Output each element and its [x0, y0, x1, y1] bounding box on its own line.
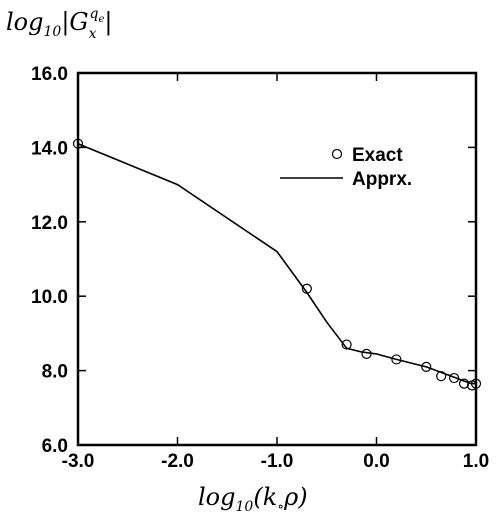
- data-point-exact: [361, 348, 372, 359]
- data-point-exact: [72, 138, 84, 149]
- y-tick-label: 8.0: [42, 362, 68, 383]
- y-tick-label: 14.0: [31, 138, 68, 159]
- legend-label-apprx: Apprx.: [352, 169, 412, 190]
- data-point-exact: [449, 372, 460, 384]
- data-point-exact: [470, 378, 482, 389]
- data-point-exact: [436, 371, 447, 382]
- x-tick-label: 1.0: [463, 451, 489, 472]
- data-point-exact: [391, 354, 402, 365]
- x-tick-label: 0.0: [363, 451, 389, 472]
- x-axis-label: log10(k∘ρ): [198, 483, 308, 515]
- plot-frame: [76, 71, 478, 447]
- legend-marker-exact: [331, 148, 343, 160]
- series-line-apprx: [77, 142, 476, 385]
- y-tick-label: 6.0: [42, 436, 68, 457]
- x-tick-label: -2.0: [161, 451, 194, 472]
- y-axis-label: log10|Gxqe|: [6, 6, 112, 42]
- legend-label-exact: Exact: [352, 145, 403, 166]
- data-point-exact: [421, 361, 432, 372]
- data-point-exact: [458, 378, 470, 389]
- x-tick-label: -3.0: [62, 451, 95, 472]
- y-tick-label: 16.0: [31, 64, 68, 85]
- data-point-exact: [341, 339, 352, 350]
- x-tick-label: -1.0: [261, 451, 294, 472]
- data-point-exact: [301, 283, 312, 294]
- legend: Exact Apprx.: [280, 145, 412, 190]
- y-tick-label: 10.0: [31, 287, 68, 308]
- y-tick-label: 12.0: [31, 213, 68, 234]
